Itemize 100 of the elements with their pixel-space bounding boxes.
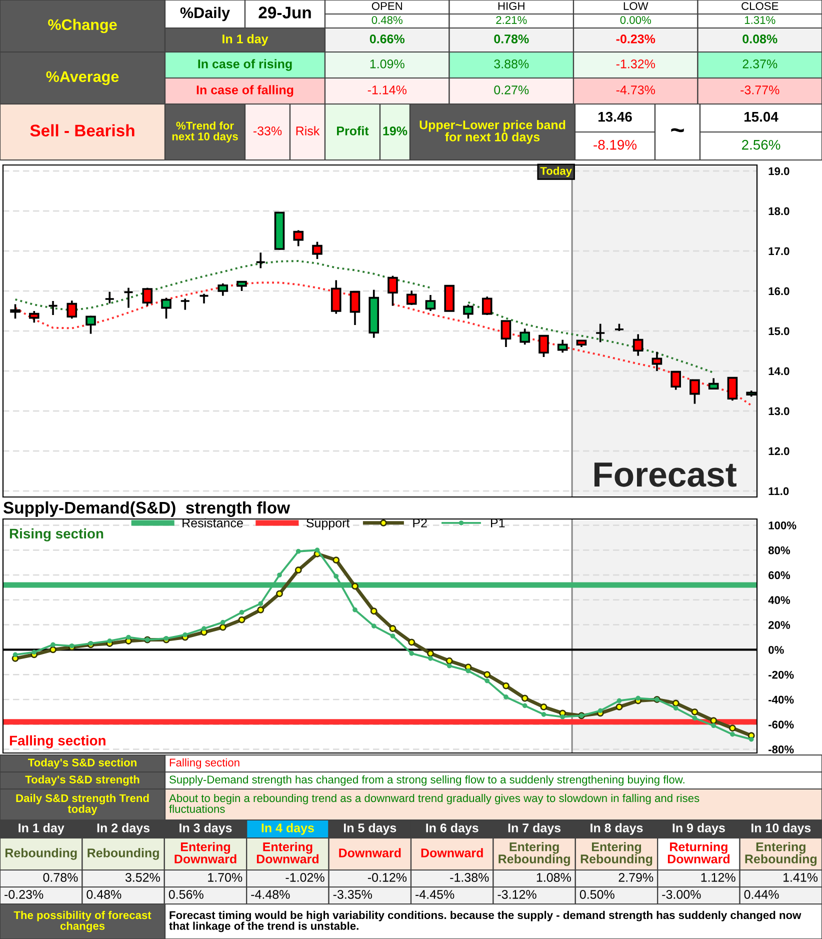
text: In 4 days — [262, 823, 314, 835]
text: -8.19% — [594, 140, 637, 150]
y-tick-label: 60% — [768, 571, 790, 580]
y-tick-label: 19.0 — [768, 167, 790, 176]
text: 13.46 — [598, 112, 632, 122]
text: 15.04 — [744, 112, 778, 122]
text: 0.50% — [580, 890, 614, 899]
text: In 8 days — [590, 823, 643, 835]
text: -1.02% — [286, 873, 324, 882]
text: In 9 days — [672, 823, 725, 835]
text: In 5 days — [344, 823, 396, 835]
y-tick-label: 17.0 — [768, 247, 790, 256]
text: CLOSE — [742, 2, 778, 10]
text: 3.52% — [125, 873, 160, 882]
text: In case of rising — [198, 59, 292, 71]
text: Rebounding — [5, 848, 77, 860]
legend-label: Support — [306, 518, 350, 530]
y-tick-label: -40% — [768, 696, 794, 704]
text: Daily S&D strength Trend today — [16, 794, 149, 816]
text: 1.08% — [536, 873, 571, 882]
text: 0.48% — [86, 890, 122, 899]
text: 0.44% — [744, 890, 779, 899]
text: -4.48% — [251, 890, 290, 899]
text: -4.73% — [616, 86, 655, 94]
text: 1.09% — [370, 60, 404, 68]
text: -0.12% — [368, 873, 407, 882]
y-tick-label: 80% — [768, 546, 790, 554]
text: -3.12% — [498, 890, 536, 899]
annotation: Today — [540, 166, 572, 178]
text: Falling section — [170, 758, 240, 769]
y-tick-label: 14.0 — [768, 367, 790, 376]
text: About to begin a rebounding trend as a downward trend gradually gives way to slowdown in falling and rises fluctuations — [169, 794, 700, 813]
text: ~ — [671, 128, 684, 132]
text: 2.37% — [742, 60, 778, 68]
text: In 6 days — [426, 823, 478, 835]
text: 3.88% — [494, 60, 529, 68]
text: 1.70% — [208, 873, 242, 882]
text: Today's S&D section — [28, 758, 136, 769]
text: Entering Downward — [256, 842, 318, 864]
text: -0.23% — [4, 890, 44, 899]
y-tick-label: 15.0 — [768, 327, 790, 336]
text: Sell - Bearish — [30, 124, 134, 136]
text: Upper~Lower price band for next 10 days — [420, 120, 566, 144]
y-tick-label: 16.0 — [768, 287, 790, 296]
text: 0.78% — [494, 34, 529, 44]
text: 1.41% — [784, 873, 818, 882]
y-tick-label: 20% — [768, 621, 790, 629]
text: -3.77% — [740, 86, 780, 94]
text: Returning Downward — [668, 842, 730, 864]
y-tick-label: 0% — [768, 646, 784, 654]
annotation: Rising section — [10, 528, 104, 542]
text: -33% — [253, 126, 282, 136]
text: Profit — [337, 126, 369, 136]
text: In 2 days — [97, 823, 150, 835]
chart-title: Supply-Demand(S&D) strength flow — [3, 501, 290, 517]
text: Rebounding — [88, 848, 159, 860]
y-tick-label: 11.0 — [768, 487, 789, 496]
text: 2.79% — [618, 873, 654, 882]
text: Downward — [339, 848, 401, 858]
annotation: Falling section — [10, 735, 106, 748]
text: In 7 days — [508, 823, 561, 835]
text: LOW — [624, 2, 648, 10]
text: Forecast timing would be high variability conditions. because the supply - demand strength has suddenly changed now that linkage of the trend is unstable. — [169, 910, 802, 932]
y-tick-label: 13.0 — [768, 407, 790, 416]
text: 1.31% — [744, 16, 776, 24]
text: Downward — [421, 848, 483, 858]
text: Entering Rebounding — [745, 842, 817, 866]
text: Risk — [296, 126, 320, 136]
text: %Trend for next 10 days — [172, 121, 238, 143]
text: Entering Downward — [174, 842, 236, 864]
y-tick-label: 100% — [768, 521, 796, 530]
text: 0.56% — [168, 890, 204, 899]
text: -3.00% — [662, 890, 701, 899]
text: Today's S&D strength — [25, 775, 140, 786]
text: -4.45% — [416, 890, 454, 899]
y-tick-label: 12.0 — [768, 447, 790, 456]
text: 19% — [383, 126, 408, 136]
y-tick-label: -20% — [768, 670, 794, 679]
text: The possibility of forecast changes — [14, 910, 152, 932]
text: -3.35% — [333, 890, 372, 899]
text: In 1 day — [18, 823, 64, 835]
text: In case of falling — [196, 85, 294, 97]
text: 0.66% — [370, 34, 405, 44]
text: 0.00% — [620, 16, 651, 24]
y-tick-label: 18.0 — [768, 207, 790, 216]
text: %Average — [46, 71, 119, 86]
text: 2.21% — [496, 16, 527, 24]
text: -0.23% — [616, 34, 656, 44]
text: 1.12% — [701, 873, 736, 882]
text: Supply-Demand strength has changed from a strong selling flow to a suddenly strengthening buying flow. — [170, 775, 684, 786]
text: Entering Rebounding — [498, 842, 570, 866]
text: OPEN — [372, 2, 402, 10]
text: 0.08% — [742, 34, 778, 44]
text: %Daily — [180, 6, 230, 22]
text: 0.27% — [494, 86, 529, 94]
text: -1.32% — [616, 60, 655, 68]
text: 0.48% — [372, 16, 402, 24]
text: HIGH — [498, 2, 524, 10]
text: -1.14% — [368, 86, 406, 94]
text: In 3 days — [180, 823, 232, 835]
